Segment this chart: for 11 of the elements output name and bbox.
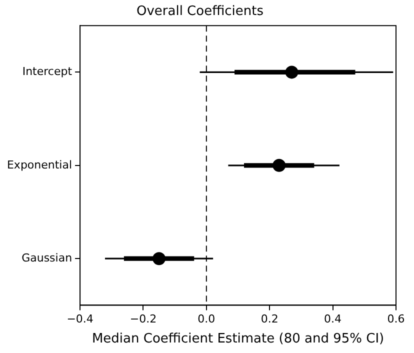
chart-title: Overall Coefficients (136, 4, 264, 20)
x-tick-label: 0.6 (387, 312, 405, 326)
x-tick-label: 0.2 (260, 312, 278, 326)
x-axis-title: Median Coefficient Estimate (80 and 95% CI) (92, 332, 384, 347)
x-tick-label: −0.2 (130, 312, 157, 326)
y-tick-label: Exponential (6, 158, 72, 172)
x-tick-label: −0.4 (66, 312, 94, 326)
y-tick-label: Intercept (22, 65, 73, 78)
y-tick-label: Gaussian (22, 251, 72, 264)
x-tick-label: 0.0 (198, 312, 216, 326)
x-tick-label: 0.4 (324, 312, 342, 326)
